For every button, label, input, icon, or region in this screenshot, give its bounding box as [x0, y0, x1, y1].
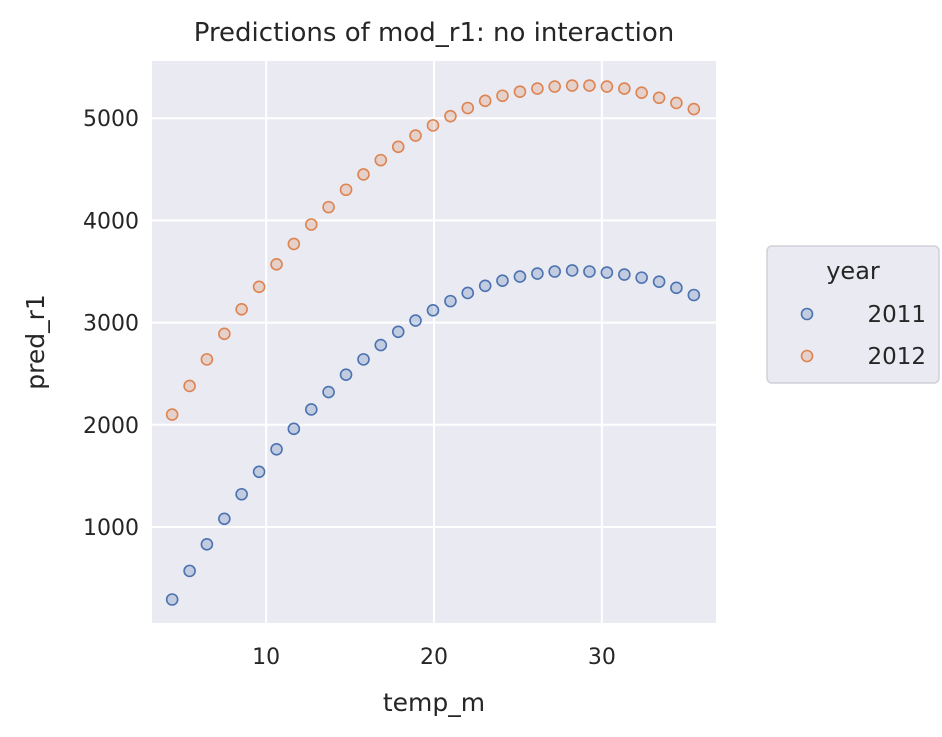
y-tick-label: 3000 [83, 312, 139, 337]
data-point [531, 267, 544, 280]
legend-label: 2012 [867, 344, 926, 370]
legend-title: year [826, 257, 880, 285]
data-point [583, 265, 596, 278]
data-point [461, 101, 475, 115]
data-points [165, 79, 701, 606]
data-point [304, 218, 318, 231]
data-point [183, 564, 196, 578]
legend-marker [800, 307, 814, 321]
y-tick-label: 5000 [83, 107, 139, 132]
data-point [339, 368, 353, 381]
data-point [304, 403, 318, 416]
data-point [426, 304, 440, 317]
data-point [670, 281, 683, 295]
data-point [687, 288, 701, 302]
data-point [252, 280, 266, 294]
data-point [218, 327, 231, 341]
data-point [444, 109, 457, 123]
data-point [374, 153, 388, 167]
series-2012 [165, 79, 701, 421]
data-point [565, 264, 579, 277]
data-point [670, 96, 683, 110]
legend: year 2011 2012 [766, 245, 940, 384]
legend-marker [800, 349, 814, 363]
x-tick-label: 20 [420, 645, 448, 670]
data-point [548, 80, 561, 93]
data-point [444, 294, 457, 308]
data-point [618, 268, 631, 281]
data-point [322, 385, 335, 399]
data-point [218, 512, 231, 526]
y-tick-label: 4000 [83, 209, 139, 234]
y-axis-label: pred_r1 [21, 294, 50, 390]
data-point [618, 82, 631, 95]
data-point [635, 271, 648, 284]
data-point [600, 80, 614, 93]
y-tick-label: 1000 [83, 516, 139, 541]
y-tick-label: 2000 [83, 414, 139, 439]
x-axis-ticks: 10 20 30 [252, 645, 616, 670]
data-point [478, 94, 492, 108]
data-point [287, 237, 301, 251]
data-point [583, 79, 596, 92]
data-point [548, 265, 561, 278]
legend-box [766, 245, 940, 384]
data-point [461, 286, 475, 300]
data-point [496, 274, 509, 287]
data-point [513, 270, 527, 283]
data-point [200, 538, 214, 551]
data-point [496, 89, 509, 103]
data-point [391, 140, 405, 154]
chart-title: Predictions of mod_r1: no interaction [194, 18, 675, 48]
x-axis-label: temp_m [383, 688, 485, 717]
data-point [357, 168, 370, 181]
data-point [183, 379, 196, 393]
data-point [478, 279, 492, 293]
data-point [287, 422, 301, 436]
data-point [531, 82, 544, 95]
data-point [165, 408, 179, 421]
data-point [322, 200, 335, 214]
data-point [565, 79, 579, 92]
data-point [687, 102, 701, 116]
data-point [652, 91, 666, 105]
data-point [200, 353, 214, 366]
x-tick-label: 10 [252, 645, 280, 670]
data-point [409, 314, 422, 327]
data-point [426, 119, 440, 132]
x-tick-label: 30 [588, 645, 616, 670]
data-point [235, 303, 248, 316]
data-point [391, 325, 405, 339]
data-point [252, 465, 266, 479]
y-axis-ticks: 1000 2000 3000 4000 5000 [83, 107, 139, 541]
data-point [235, 487, 248, 501]
data-point [652, 275, 666, 289]
data-point [270, 258, 283, 271]
data-point [339, 183, 353, 197]
data-point [357, 353, 370, 366]
data-point [513, 85, 527, 98]
data-point [165, 593, 179, 606]
data-point [409, 129, 422, 142]
data-point [374, 338, 388, 352]
legend-label: 2011 [867, 302, 926, 328]
series-2011 [165, 264, 701, 606]
gridlines [152, 61, 716, 623]
data-point [270, 442, 283, 456]
data-point [600, 266, 614, 279]
data-point [635, 86, 648, 99]
